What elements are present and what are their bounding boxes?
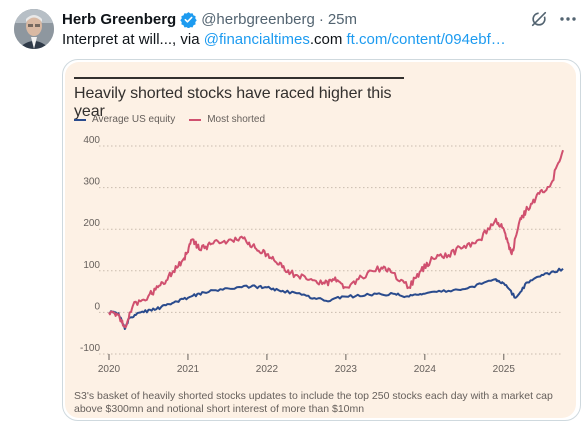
series-line-average-us-equity: [108, 267, 564, 330]
chart-title: Heavily shorted stocks have raced higher…: [74, 77, 404, 121]
chart-footnote: S3's basket of heavily shorted stocks up…: [74, 390, 553, 415]
series-line-most-shorted: [108, 149, 564, 329]
legend-label-most-shorted: Most shorted: [207, 114, 266, 125]
url-link[interactable]: ft.com/content/094ebf…: [346, 31, 506, 48]
timestamp[interactable]: 25m: [327, 10, 358, 28]
y-tick-label: 100: [83, 260, 100, 271]
chart-image: Heavily shorted stocks have raced higher…: [65, 62, 576, 418]
media-card[interactable]: Heavily shorted stocks have raced higher…: [62, 59, 581, 421]
y-tick-label: 200: [83, 218, 100, 229]
author-handle[interactable]: @herbgreenberg: [201, 10, 315, 28]
legend-item-most-shorted: Most shorted: [189, 114, 265, 125]
tweet-text: Interpret at will..., via @financialtime…: [62, 31, 506, 48]
y-tick-label: 0: [94, 301, 100, 312]
x-tick-label: 2020: [98, 364, 121, 375]
avatar-image: [14, 9, 54, 49]
tweet-header: Herb Greenberg @herbgreenberg · 25m: [62, 9, 357, 29]
tweet-text-plain: Interpret at will..., via: [62, 31, 204, 48]
author-name[interactable]: Herb Greenberg: [62, 10, 177, 28]
separator-dot: ·: [318, 10, 324, 28]
x-tick-label: 2021: [177, 364, 200, 375]
y-tick-label: 400: [83, 135, 100, 146]
verified-badge-icon: [180, 11, 197, 28]
avatar[interactable]: [14, 9, 54, 49]
chart-legend: Average US equity Most shorted: [74, 114, 279, 125]
line-chart: 400 300 200 100 0 -100 2020 2021 2022 2023 2024 202…: [80, 135, 564, 375]
mention-link[interactable]: @financialtimes: [203, 31, 310, 48]
legend-swatch-average: [74, 118, 86, 121]
x-tick-label: 2022: [256, 364, 279, 375]
legend-item-average: Average US equity: [74, 114, 175, 125]
x-tick-label: 2025: [493, 364, 516, 375]
legend-swatch-most-shorted: [189, 118, 202, 121]
tweet-text-suffix: .com: [309, 31, 347, 48]
y-tick-label: 300: [83, 177, 100, 188]
legend-label-average: Average US equity: [92, 114, 176, 125]
x-tick-label: 2024: [414, 364, 437, 375]
x-tick-label: 2023: [335, 364, 358, 375]
grok-icon[interactable]: [530, 10, 548, 28]
y-tick-label: -100: [80, 343, 100, 354]
more-icon[interactable]: [558, 10, 578, 28]
